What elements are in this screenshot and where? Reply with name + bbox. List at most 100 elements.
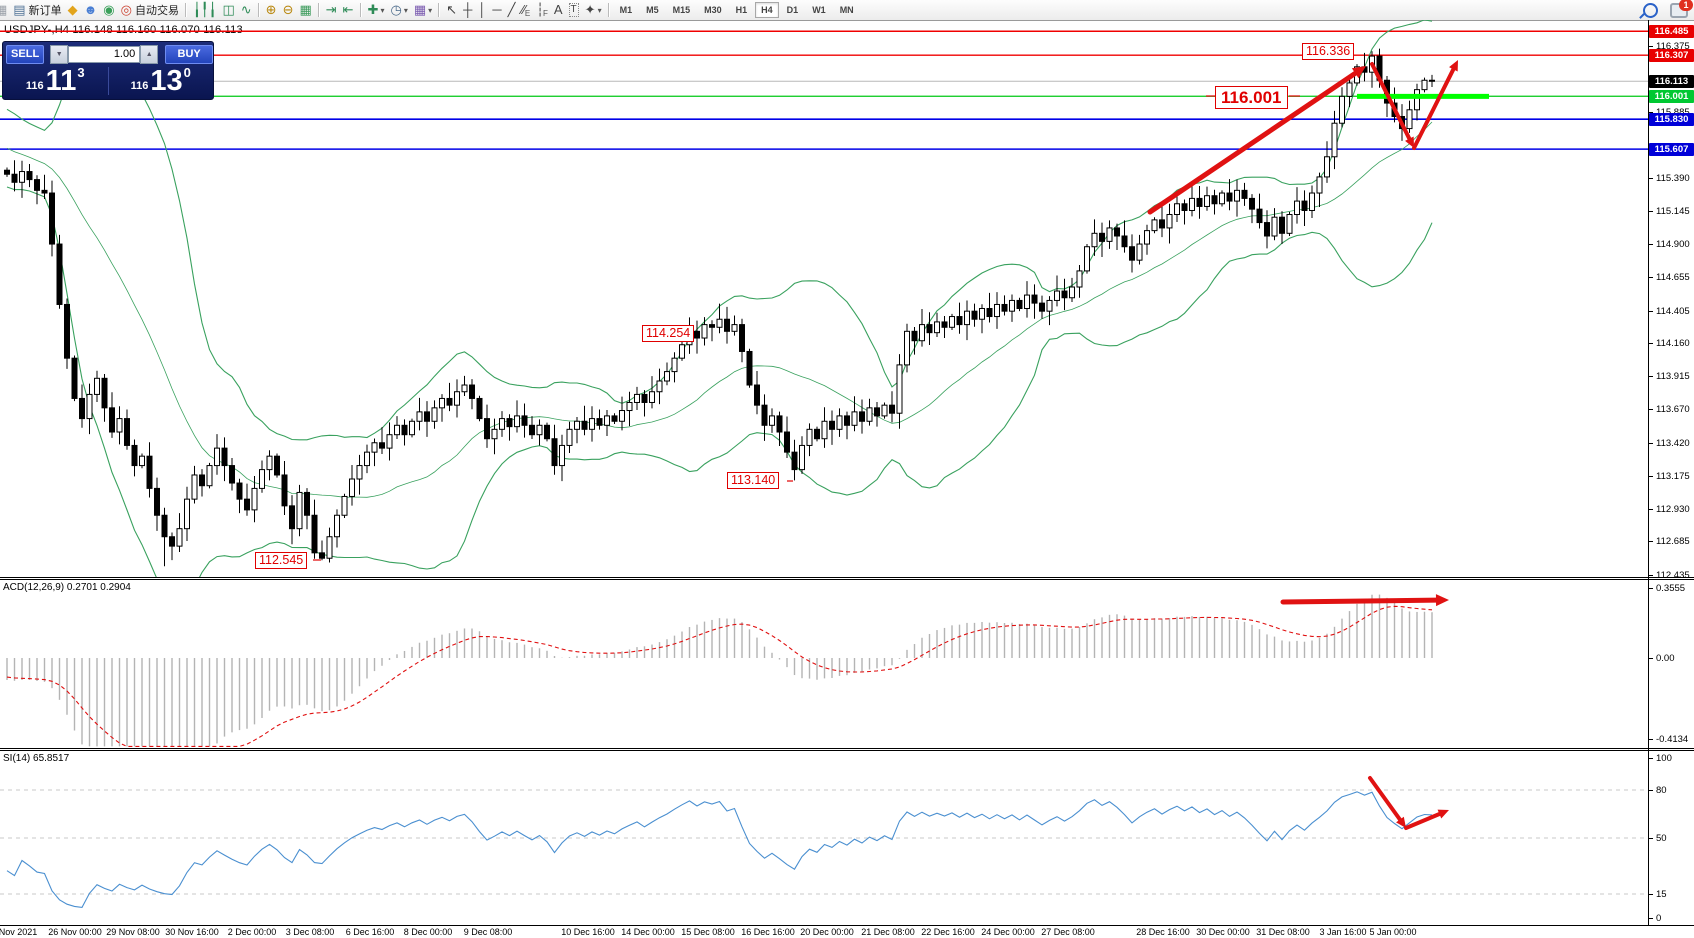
signals-icon[interactable]: ◉: [100, 1, 117, 19]
candlestick-chart-icon[interactable]: ◫: [219, 1, 237, 19]
crosshair-icon[interactable]: ┼: [460, 1, 475, 19]
candle-body: [49, 192, 55, 245]
candle-body: [56, 243, 63, 305]
annotation-arrow: [1404, 812, 1442, 830]
arrows-icon[interactable]: ✦ ▾: [582, 1, 605, 19]
price-callout-114.254[interactable]: 114.254: [642, 325, 695, 342]
rsi-pane: [0, 776, 1648, 908]
window-icon[interactable]: ▦: [0, 1, 10, 19]
candle-body: [1301, 200, 1308, 211]
timeframe-m30[interactable]: M30: [704, 5, 722, 15]
time-axis-label: 26 Nov 00:00: [48, 927, 102, 937]
templates-icon-caret[interactable]: ▾: [428, 5, 433, 15]
candle-body: [371, 442, 378, 453]
timeframe-h1[interactable]: H1: [735, 5, 748, 15]
equidistant-channel-icon[interactable]: ⁄⁄ E: [518, 1, 533, 19]
price-tick-label: 116.375: [1656, 41, 1690, 52]
rsi-tick-label: 0: [1656, 913, 1662, 924]
candle-body: [949, 316, 955, 328]
candle-body: [26, 171, 33, 181]
timeframe-m5[interactable]: M5: [646, 5, 659, 15]
macd-pane-separator[interactable]: [0, 577, 1694, 578]
fibonacci-icon[interactable]: ┆ F: [533, 1, 551, 19]
candle-body: [1421, 79, 1428, 91]
candle-body: [859, 411, 865, 422]
price-callout-116.001[interactable]: 116.001: [1215, 86, 1288, 109]
candle-body: [964, 310, 970, 326]
text-label-icon[interactable]: T: [566, 1, 582, 19]
templates-icon[interactable]: ▦ ▾: [411, 1, 435, 19]
candle-body: [1016, 299, 1023, 309]
candle-body: [656, 380, 663, 393]
price-badge-115.607: 115.607: [1649, 142, 1694, 156]
sell-price-prefix: 116: [25, 80, 44, 92]
rsi-pane-separator[interactable]: [0, 748, 1694, 749]
zoom-in-icon[interactable]: ⊕: [263, 1, 280, 19]
candle-body: [844, 415, 850, 426]
timeframe-h4[interactable]: H4: [755, 2, 779, 18]
timeframe-w1[interactable]: W1: [812, 5, 826, 15]
text-icon[interactable]: A: [551, 1, 566, 19]
bar-chart-icon[interactable]: ╽╿╽: [190, 1, 219, 19]
vertical-line-icon[interactable]: │: [475, 1, 489, 19]
timeframe-m15[interactable]: M15: [672, 5, 691, 15]
annotation-arrowhead: [1405, 136, 1414, 148]
chat-icon[interactable]: 1: [1670, 0, 1693, 18]
cursor-icon[interactable]: ↖: [443, 1, 460, 19]
trendline-icon[interactable]: ╱: [505, 1, 519, 19]
community-icon[interactable]: ☻: [81, 1, 101, 19]
buy-button[interactable]: BUY: [165, 44, 213, 64]
timeframe-m1[interactable]: M1: [619, 5, 633, 15]
candle-body: [1324, 156, 1330, 178]
indicators-icon: ✚: [367, 2, 379, 17]
candle-body: [1091, 232, 1098, 248]
candle-body: [221, 447, 228, 467]
price-callout-112.545[interactable]: 112.545: [255, 552, 308, 569]
candle-body: [4, 169, 10, 175]
candle-body: [574, 420, 580, 430]
window-icon: ▦: [0, 2, 8, 17]
candle-body: [754, 384, 760, 406]
autotrade-icon[interactable]: ◎ 自动交易: [118, 1, 182, 19]
candle-body: [86, 393, 93, 420]
volume-field[interactable]: 1.00: [68, 45, 141, 63]
new-order-icon[interactable]: ▤ 新订单: [10, 1, 64, 19]
candle-body: [161, 514, 168, 538]
volume-down-button[interactable]: ▼: [50, 44, 69, 64]
indicators-icon-caret[interactable]: ▾: [380, 5, 385, 15]
auto-scroll-icon[interactable]: ⇥: [323, 1, 340, 19]
candle-body: [454, 391, 460, 406]
rsi-pane-separator-line2: [0, 750, 1694, 751]
indicators-icon[interactable]: ✚ ▾: [365, 1, 388, 19]
price-tick-label: 113.670: [1656, 404, 1690, 416]
annotation-arrow: [1147, 70, 1358, 215]
line-chart-icon[interactable]: ∿: [238, 1, 255, 19]
time-axis-label: 20 Dec 00:00: [800, 927, 854, 937]
chart-shift-icon[interactable]: ⇤: [340, 1, 357, 19]
arrows-icon-caret[interactable]: ▾: [597, 5, 602, 15]
price-callout-116.336[interactable]: 116.336: [1302, 43, 1355, 60]
candle-body: [1219, 192, 1225, 205]
price-callout-113.140[interactable]: 113.140: [727, 472, 780, 489]
candle-body: [1099, 232, 1105, 242]
volume-up-button[interactable]: ▲: [140, 44, 159, 64]
horizontal-line-icon[interactable]: ─: [489, 1, 504, 19]
sell-button[interactable]: SELL: [6, 44, 45, 64]
toolbar-group: ▦ ▤ 新订单 ◆ ☻ ◉ ◎ 自动交易: [0, 0, 182, 20]
periods-icon-caret[interactable]: ▾: [403, 5, 408, 15]
candle-body: [71, 357, 78, 399]
fibonacci-icon-sub: F: [542, 9, 548, 18]
search-icon[interactable]: [1643, 2, 1658, 18]
zoom-out-icon[interactable]: ⊖: [280, 1, 297, 19]
tile-windows-icon[interactable]: ▦: [296, 1, 314, 19]
candle-body: [1024, 294, 1030, 309]
timeframe-mn[interactable]: MN: [839, 5, 854, 15]
candle-body: [281, 474, 288, 507]
candle-body: [1309, 192, 1315, 211]
gold-icon[interactable]: ◆: [65, 1, 81, 19]
price-badge-115.830: 115.830: [1649, 112, 1694, 126]
timeframe-d1[interactable]: D1: [786, 5, 799, 15]
periods-icon[interactable]: ◷ ▾: [388, 1, 411, 19]
timeframe-group: M1 M5 M15 M30 H1 H4 D1 W1 MN: [613, 0, 861, 20]
candle-body: [1294, 200, 1300, 216]
